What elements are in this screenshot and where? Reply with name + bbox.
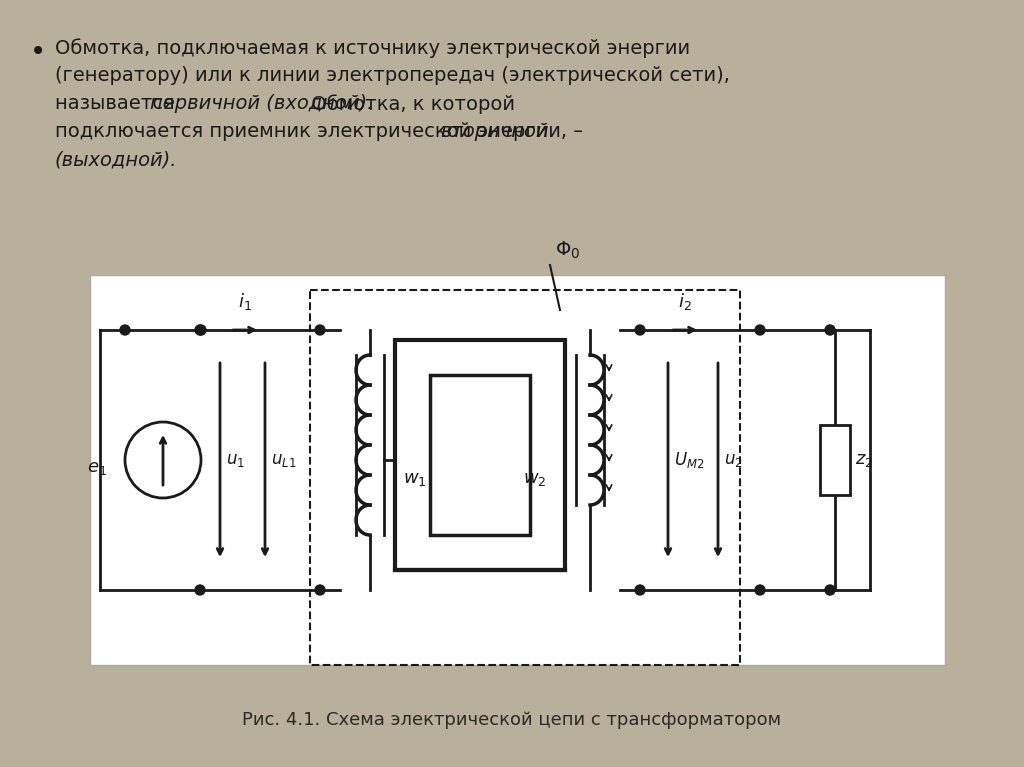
- Text: $u_2$: $u_2$: [724, 451, 742, 469]
- Circle shape: [755, 325, 765, 335]
- Text: вторичной: вторичной: [440, 122, 549, 141]
- Text: $w_2$: $w_2$: [523, 470, 547, 488]
- Circle shape: [196, 325, 206, 335]
- Circle shape: [825, 585, 835, 595]
- Circle shape: [755, 585, 765, 595]
- Circle shape: [825, 325, 835, 335]
- Text: $u_1$: $u_1$: [226, 451, 245, 469]
- Circle shape: [195, 325, 205, 335]
- Text: Обмотка, к которой: Обмотка, к которой: [305, 94, 515, 114]
- Text: (генератору) или к линии электропередач (электрической сети),: (генератору) или к линии электропередач …: [55, 66, 730, 85]
- Circle shape: [315, 585, 325, 595]
- Text: Рис. 4.1. Схема электрической цепи с трансформатором: Рис. 4.1. Схема электрической цепи с тра…: [243, 711, 781, 729]
- Text: подключается приемник электрической энергии, –: подключается приемник электрической энер…: [55, 122, 590, 141]
- Text: Обмотка, подключаемая к источнику электрической энергии: Обмотка, подключаемая к источнику электр…: [55, 38, 690, 58]
- Text: $e_1$: $e_1$: [87, 459, 106, 477]
- Text: называется: называется: [55, 94, 181, 113]
- Circle shape: [635, 585, 645, 595]
- Bar: [395, 340, 565, 570]
- Circle shape: [635, 325, 645, 335]
- Bar: [820, 425, 850, 495]
- Text: $i_1$: $i_1$: [238, 291, 252, 312]
- Text: первичной (входной).: первичной (входной).: [150, 94, 374, 113]
- Circle shape: [120, 325, 130, 335]
- Text: •: •: [30, 38, 46, 66]
- Circle shape: [315, 325, 325, 335]
- Text: $u_{L1}$: $u_{L1}$: [271, 451, 296, 469]
- Bar: [430, 375, 530, 535]
- Text: $U_{M2}$: $U_{M2}$: [674, 450, 705, 470]
- Bar: [310, 290, 740, 665]
- Text: $z_2$: $z_2$: [855, 451, 873, 469]
- Text: (выходной).: (выходной).: [55, 150, 177, 169]
- Text: $w_1$: $w_1$: [403, 470, 427, 488]
- FancyBboxPatch shape: [90, 275, 945, 665]
- Circle shape: [195, 585, 205, 595]
- Text: $\Phi_0$: $\Phi_0$: [555, 239, 581, 261]
- Text: $i_2$: $i_2$: [678, 291, 692, 312]
